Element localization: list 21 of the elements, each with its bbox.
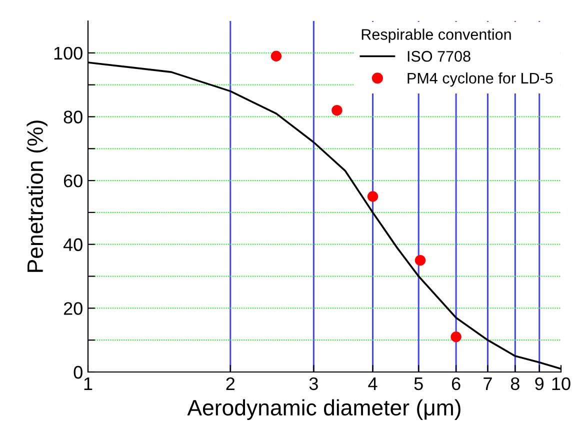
x-tick-label: 1 xyxy=(84,378,92,390)
x-tick-label: 5 xyxy=(414,378,423,390)
y-axis-title: Penetration (%) xyxy=(26,120,48,272)
y-tick-label: 20 xyxy=(64,302,82,315)
y-tick-label: 40 xyxy=(63,238,82,252)
x-tick-label: 9 xyxy=(535,377,544,390)
x-tick-label: 8 xyxy=(510,377,520,390)
y-tick-label: 0 xyxy=(74,366,82,379)
y-tick-label: 100 xyxy=(54,46,82,60)
x-tick-label: 4 xyxy=(368,378,378,390)
x-tick-label: 6 xyxy=(452,377,460,390)
x-tick-label: 3 xyxy=(309,377,318,390)
y-tick-label: 80 xyxy=(64,110,82,124)
legend-label: ISO 7708 xyxy=(408,50,470,62)
y-tick-label: 60 xyxy=(64,174,82,188)
legend-title: Respirable convention xyxy=(362,28,511,43)
x-tick-label: 7 xyxy=(484,378,492,390)
x-axis-title: Aerodynamic diameter (μm) xyxy=(187,399,460,420)
x-tick-label: 10 xyxy=(552,377,570,390)
legend-label: PM4 cyclone for LD-5 xyxy=(408,72,553,87)
x-tick-label: 2 xyxy=(226,377,234,390)
